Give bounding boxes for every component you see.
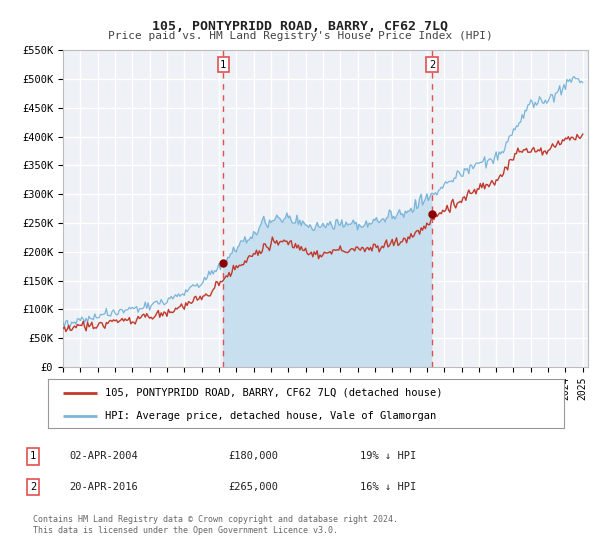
Text: 20-APR-2016: 20-APR-2016 (69, 482, 138, 492)
Text: Price paid vs. HM Land Registry's House Price Index (HPI): Price paid vs. HM Land Registry's House … (107, 31, 493, 41)
Text: 105, PONTYPRIDD ROAD, BARRY, CF62 7LQ: 105, PONTYPRIDD ROAD, BARRY, CF62 7LQ (152, 20, 448, 32)
Text: 2: 2 (429, 60, 435, 70)
Text: 1: 1 (30, 451, 36, 461)
Text: 02-APR-2004: 02-APR-2004 (69, 451, 138, 461)
Text: 19% ↓ HPI: 19% ↓ HPI (360, 451, 416, 461)
Text: HPI: Average price, detached house, Vale of Glamorgan: HPI: Average price, detached house, Vale… (105, 410, 436, 421)
Text: £265,000: £265,000 (228, 482, 278, 492)
Text: This data is licensed under the Open Government Licence v3.0.: This data is licensed under the Open Gov… (33, 526, 338, 535)
Text: 16% ↓ HPI: 16% ↓ HPI (360, 482, 416, 492)
Text: Contains HM Land Registry data © Crown copyright and database right 2024.: Contains HM Land Registry data © Crown c… (33, 515, 398, 524)
Text: £180,000: £180,000 (228, 451, 278, 461)
Text: 105, PONTYPRIDD ROAD, BARRY, CF62 7LQ (detached house): 105, PONTYPRIDD ROAD, BARRY, CF62 7LQ (d… (105, 388, 442, 398)
Text: 2: 2 (30, 482, 36, 492)
Text: 1: 1 (220, 60, 226, 70)
